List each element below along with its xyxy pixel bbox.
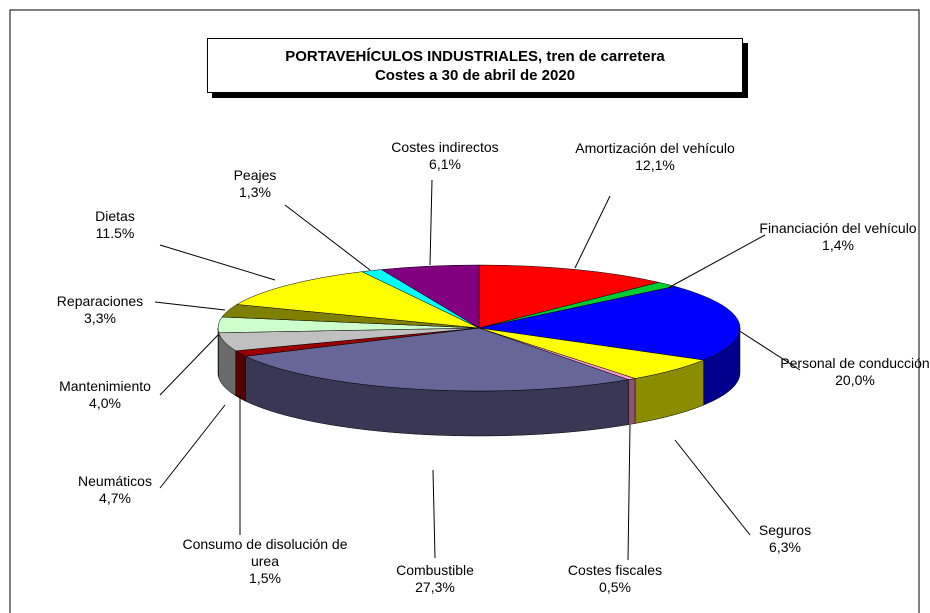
category-label: Reparaciones	[56, 293, 144, 309]
value-label: 4,0%	[89, 395, 121, 411]
chart-subtitle: Costes a 30 de abril de 2020	[374, 67, 576, 84]
slice-label: Personal de conducción 20,0%	[770, 355, 930, 389]
slice-label: Dietas 11.5%	[30, 208, 200, 242]
leader-line	[284, 204, 371, 271]
category-label: Costes indirectos	[391, 139, 499, 155]
value-label: 1,5%	[249, 570, 281, 586]
leader-line	[667, 234, 766, 289]
category-label: Peajes	[233, 167, 277, 183]
value-label: 11.5%	[95, 225, 135, 241]
leader-line	[154, 301, 226, 311]
category-label: Amortización del vehículo	[575, 140, 735, 156]
slice-label: Neumáticos 4,7%	[30, 473, 200, 507]
leader-line	[159, 404, 226, 489]
value-label: 1,4%	[822, 237, 854, 253]
slice-side	[628, 378, 636, 425]
value-label: 4,7%	[99, 490, 131, 506]
category-label: Combustible	[396, 562, 474, 578]
slice	[244, 327, 629, 392]
category-label: Costes fiscales	[567, 562, 663, 578]
category-label: Dietas	[95, 208, 135, 224]
leader-line	[159, 334, 219, 396]
leader-line	[737, 329, 801, 371]
leader-line	[429, 179, 433, 266]
slice-label: Consumo de disolución de urea 1,5%	[180, 536, 350, 587]
slice-label: Peajes 1,3%	[170, 167, 340, 201]
slice-label: Costes fiscales 0,5%	[530, 562, 700, 596]
leader-line	[627, 424, 631, 561]
leader-line	[574, 195, 611, 269]
value-label: 6,3%	[769, 539, 801, 555]
value-label: 20,0%	[835, 372, 875, 388]
slice-label: Amortización del vehículo 12,1%	[570, 140, 740, 174]
value-label: 27,3%	[415, 579, 455, 595]
value-label: 1,3%	[239, 184, 271, 200]
category-label: Mantenimiento	[59, 378, 151, 394]
category-label: Financiación del vehículo	[759, 220, 917, 236]
slice-label: Costes indirectos 6,1%	[360, 139, 530, 173]
slice	[380, 264, 480, 329]
slice	[478, 264, 659, 329]
slice	[478, 286, 741, 361]
slice-label: Combustible 27,3%	[350, 562, 520, 596]
value-label: 6,1%	[429, 156, 461, 172]
chart-title: PORTAVEHÍCULOS INDUSTRIALES, tren de car…	[285, 48, 665, 65]
category-label: Personal de conducción	[780, 355, 930, 371]
leader-line	[159, 244, 276, 281]
slice	[478, 327, 705, 379]
category-label: Neumáticos	[78, 473, 152, 489]
slice-label: Mantenimiento 4,0%	[20, 378, 190, 412]
slice-label: Seguros 6,3%	[700, 522, 870, 556]
value-label: 12,1%	[635, 157, 675, 173]
category-label: Consumo de disolución de urea	[182, 536, 348, 569]
leader-line	[432, 469, 436, 559]
value-label: 3,3%	[84, 310, 116, 326]
slice-label: Reparaciones 3,3%	[15, 293, 185, 327]
leader-line	[674, 439, 751, 536]
title-box: PORTAVEHÍCULOS INDUSTRIALES, tren de car…	[207, 38, 743, 93]
slice	[236, 271, 480, 329]
slice-side	[235, 350, 246, 402]
value-label: 0,5%	[599, 579, 631, 595]
chart-frame	[9, 9, 920, 613]
category-label: Seguros	[758, 522, 812, 538]
slice-label: Financiación del vehículo 1,4%	[753, 220, 923, 254]
